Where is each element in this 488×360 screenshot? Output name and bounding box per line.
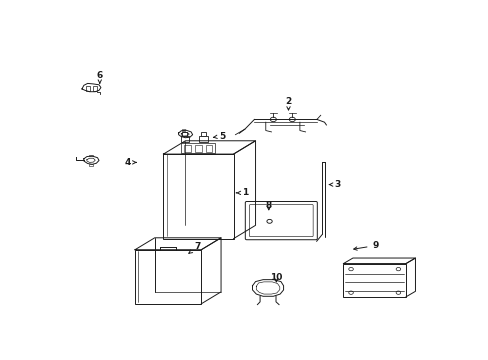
Bar xyxy=(180,143,214,153)
Bar xyxy=(85,86,90,91)
Bar xyxy=(89,155,92,156)
Text: 4: 4 xyxy=(124,158,136,167)
Bar xyxy=(182,132,187,136)
Bar xyxy=(135,250,201,304)
Text: 10: 10 xyxy=(270,273,282,282)
Bar xyxy=(92,86,97,91)
Bar xyxy=(205,145,212,152)
Bar xyxy=(163,154,233,239)
Bar xyxy=(195,145,202,152)
Bar xyxy=(201,132,206,136)
Bar xyxy=(199,136,207,142)
Text: 2: 2 xyxy=(285,97,291,110)
Text: 7: 7 xyxy=(188,242,201,253)
FancyBboxPatch shape xyxy=(245,202,317,240)
Bar xyxy=(343,264,405,297)
Bar xyxy=(181,129,185,131)
Text: 9: 9 xyxy=(353,241,378,250)
Text: 1: 1 xyxy=(236,188,247,197)
Bar xyxy=(184,145,191,152)
Text: 8: 8 xyxy=(265,201,271,210)
Text: 6: 6 xyxy=(97,71,102,83)
Text: 3: 3 xyxy=(328,180,340,189)
Text: 5: 5 xyxy=(213,131,225,140)
FancyBboxPatch shape xyxy=(249,204,312,237)
Bar xyxy=(180,136,188,142)
Bar xyxy=(89,164,92,166)
